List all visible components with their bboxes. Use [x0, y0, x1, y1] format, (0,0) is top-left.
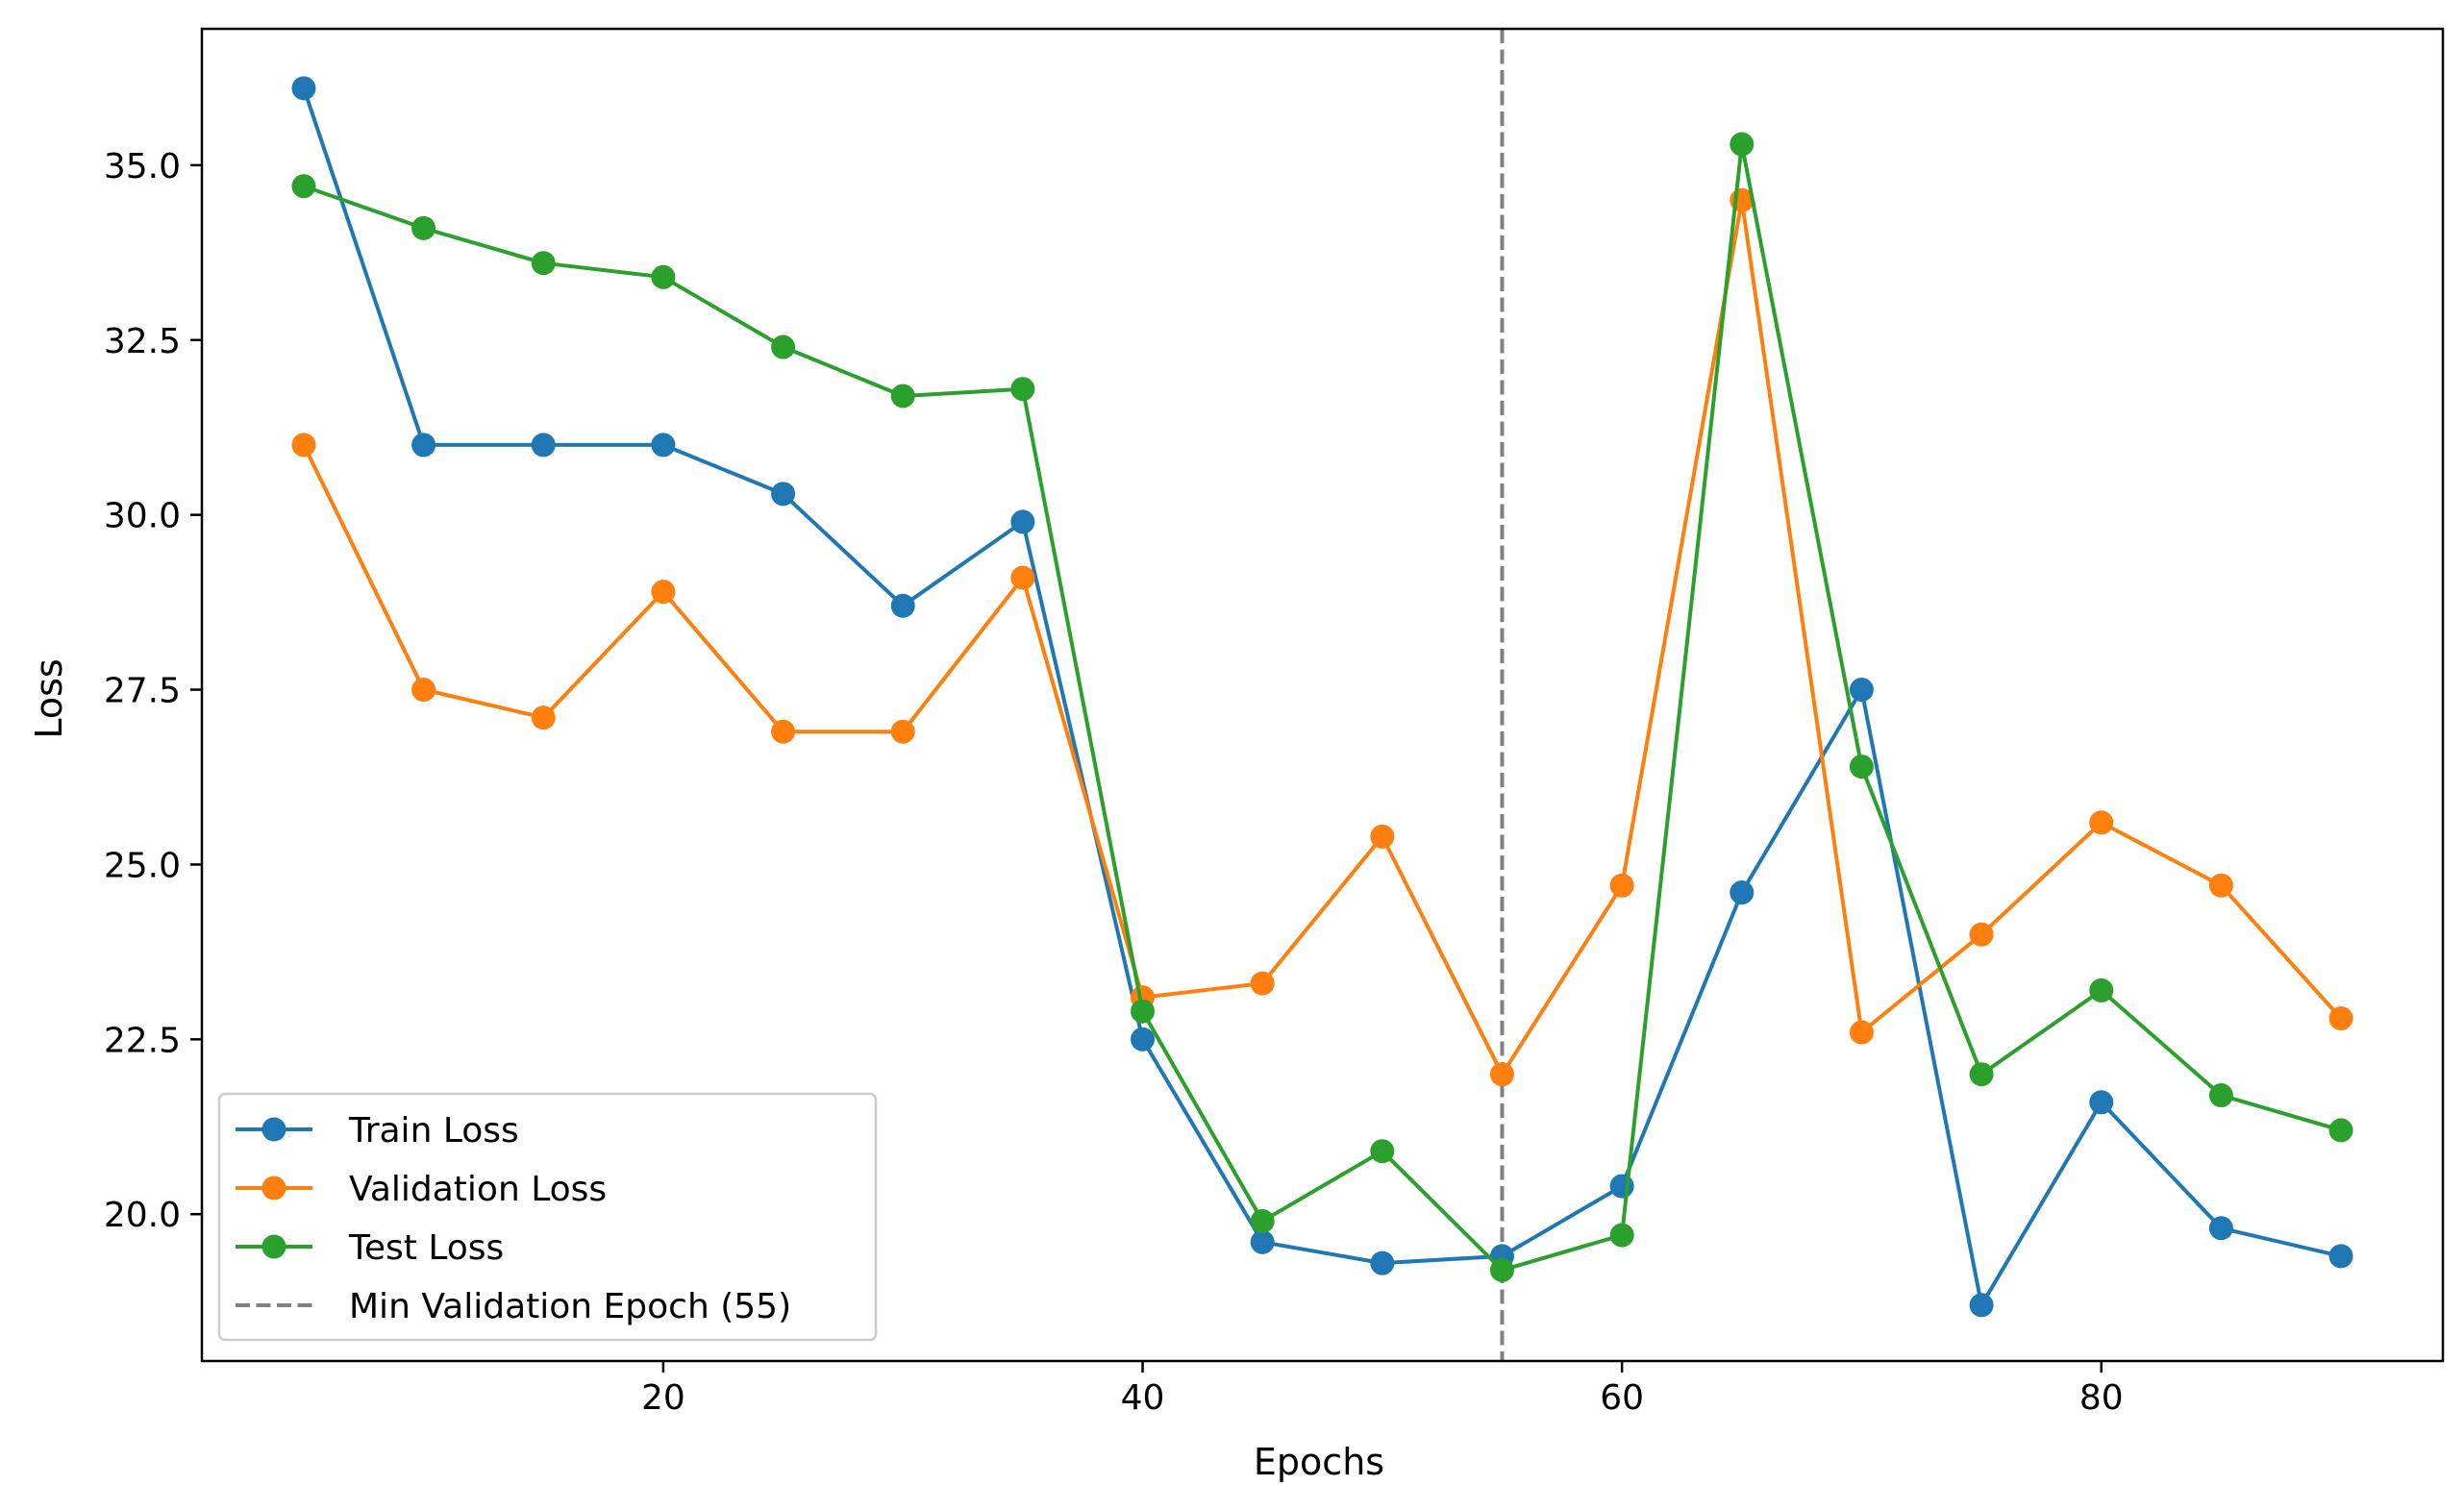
y-axis-label: Loss — [28, 658, 70, 738]
validation-loss-point — [1609, 873, 1634, 898]
test-loss-point — [1370, 1139, 1395, 1164]
test-loss-point — [2208, 1083, 2233, 1108]
validation-loss-point — [1010, 565, 1035, 590]
test-loss-point — [291, 174, 316, 199]
legend-entry-test-loss: Test Loss — [236, 1228, 504, 1268]
y-tick-label: 25.0 — [104, 846, 181, 885]
legend-label: Validation Loss — [349, 1170, 607, 1209]
test-loss-point — [1489, 1257, 1514, 1282]
y-tick-label: 27.5 — [104, 672, 181, 711]
train-loss-point — [1730, 880, 1755, 905]
axes-frame — [200, 27, 2445, 1363]
x-tick-label: 40 — [1121, 1378, 1165, 1418]
legend-box — [217, 1092, 878, 1342]
train-loss-point — [2089, 1090, 2114, 1115]
test-loss-point — [1010, 377, 1035, 402]
validation-loss-point — [2208, 873, 2233, 898]
test-loss-point — [651, 264, 676, 289]
test-loss-point — [1609, 1223, 1634, 1248]
train-loss-point — [291, 76, 316, 101]
x-axis-label: Epochs — [1254, 1441, 1384, 1483]
test-loss-point — [411, 215, 436, 240]
validation-loss-point — [1849, 1020, 1874, 1045]
x-tick-label: 60 — [1600, 1378, 1644, 1418]
validation-loss-point — [2328, 1005, 2353, 1030]
train-loss-point — [531, 433, 556, 458]
train-loss-point — [771, 482, 796, 507]
legend-label: Test Loss — [348, 1228, 504, 1268]
train-loss-point — [651, 433, 676, 458]
train-loss-point — [890, 593, 915, 618]
legend-entry-min-validation-epoch-55-: Min Validation Epoch (55) — [236, 1287, 791, 1326]
validation-loss-point — [1370, 824, 1395, 849]
validation-loss-point — [1969, 922, 1994, 947]
train-loss-point — [1370, 1250, 1395, 1275]
train-loss-point — [411, 433, 436, 458]
train-loss-point — [1609, 1174, 1634, 1199]
train-loss-point — [1849, 678, 1874, 703]
train-loss-line — [301, 86, 2344, 1307]
train-loss-point — [1131, 1027, 1156, 1052]
train-loss-point — [2208, 1216, 2233, 1241]
legend: Train Loss Validation Loss Test Loss Min Va… — [217, 1092, 878, 1342]
validation-loss-point — [291, 433, 316, 458]
axes: 20 40 60 80 20.0 22.5 25.0 27.5 30.0 32.5 35.0 — [104, 27, 2445, 1418]
y-tick-label: 35.0 — [104, 147, 181, 186]
legend-swatch-marker — [261, 1117, 286, 1142]
validation-loss-point — [2089, 810, 2114, 835]
test-loss-point — [2328, 1118, 2353, 1143]
plot-area — [291, 29, 2353, 1361]
x-tick-label: 80 — [2079, 1378, 2124, 1418]
test-loss-point — [1250, 1208, 1275, 1233]
legend-entry-validation-loss: Validation Loss — [236, 1170, 607, 1209]
train-loss-point — [1250, 1229, 1275, 1254]
test-loss-point — [1849, 755, 1874, 780]
x-tick-label: 20 — [641, 1378, 685, 1418]
legend-swatch-marker — [261, 1176, 286, 1201]
train-loss-point — [1969, 1293, 1994, 1318]
validation-loss-point — [1250, 971, 1275, 996]
y-tick-label: 22.5 — [104, 1021, 181, 1060]
y-tick-label: 20.0 — [104, 1196, 181, 1235]
legend-swatch-marker — [261, 1234, 286, 1259]
train-loss-point — [1010, 509, 1035, 534]
test-loss-point — [531, 251, 556, 276]
validation-loss-point — [411, 678, 436, 703]
test-loss-point — [1969, 1062, 1994, 1087]
legend-label: Min Validation Epoch (55) — [349, 1287, 791, 1326]
validation-loss-point — [890, 719, 915, 744]
test-loss-point — [771, 334, 796, 359]
validation-loss-point — [651, 580, 676, 605]
train-loss-point — [2328, 1244, 2353, 1269]
test-loss-point — [1730, 132, 1755, 157]
validation-loss-line — [301, 198, 2344, 1077]
test-loss-line — [301, 142, 2344, 1273]
test-loss-point — [2089, 978, 2114, 1003]
legend-label: Train Loss — [348, 1111, 519, 1151]
validation-loss-point — [1489, 1062, 1514, 1087]
y-tick-label: 30.0 — [104, 497, 181, 536]
validation-loss-point — [531, 705, 556, 730]
validation-loss-point — [771, 719, 796, 744]
test-loss-point — [890, 384, 915, 408]
y-tick-label: 32.5 — [104, 322, 181, 361]
legend-entry-train-loss: Train Loss — [236, 1111, 519, 1151]
test-loss-point — [1131, 999, 1156, 1024]
